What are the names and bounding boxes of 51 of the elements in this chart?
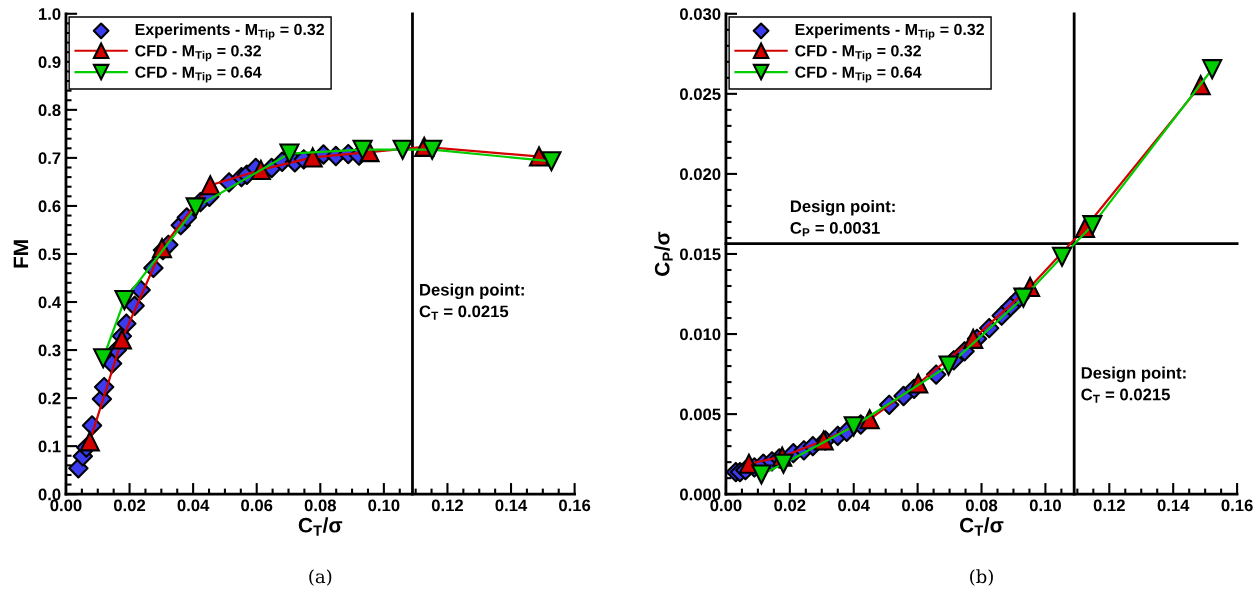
x-tick-label: 0.10 [1029, 499, 1061, 512]
legend-label: CFD - M$_{Tip}$ = 0.64 [135, 66, 262, 83]
legend-label: CFD - M$_{Tip}$ = 0.32 [135, 45, 261, 62]
y-tick-label: 0.8 [38, 104, 61, 117]
text: (b) [970, 569, 993, 586]
y-tick-label: 0.5 [38, 248, 61, 261]
x-tick-label: 0.00 [50, 499, 82, 512]
x-tick-label: 0.08 [304, 499, 336, 512]
text: (a) [309, 569, 332, 586]
y-tick-label: 0.0 [38, 488, 61, 501]
x-tick-label: 0.00 [710, 499, 742, 512]
annotation: Design point: C$_{P}$ = 0.0031 [790, 199, 895, 237]
y-tick-label: 0.015 [680, 248, 721, 261]
x-axis-title: C$_{T}$/σ [959, 517, 1004, 536]
x-tick-label: 0.06 [902, 499, 934, 512]
y-tick-label: 0.4 [38, 296, 62, 309]
annotation: Design point: C$_{T}$ = 0.0215 [419, 283, 524, 320]
x-tick-label: 0.02 [774, 499, 806, 512]
legend-label: CFD - M$_{Tip}$ = 0.64 [795, 66, 922, 83]
y-tick-label: 0.000 [680, 488, 721, 501]
y-tick-label: 0.020 [680, 168, 721, 181]
y-tick-label: 0.030 [680, 8, 721, 20]
x-tick-label: 0.12 [1093, 499, 1125, 512]
legend-label: CFD - M$_{Tip}$ = 0.32 [795, 45, 921, 62]
legend-label: Experiments - M$_{Tip}$ = 0.32 [135, 23, 325, 40]
x-tick-label: 0.08 [965, 499, 998, 512]
annotation: Design point: C$_{T}$ = 0.0215 [1081, 366, 1186, 403]
y-tick-label: 0.3 [38, 344, 61, 357]
x-tick-label: 0.12 [431, 499, 463, 512]
y-axis-title: FM [13, 240, 29, 268]
y-tick-label: 1.0 [38, 8, 61, 20]
x-tick-label: 0.14 [495, 499, 528, 512]
x-axis-title: C$_{T}$/σ [298, 517, 343, 536]
y-tick-label: 0.005 [680, 408, 721, 421]
y-tick-label: 0.025 [680, 88, 721, 101]
x-tick-label: 0.16 [1221, 499, 1253, 512]
x-tick-label: 0.02 [113, 499, 146, 512]
x-tick-label: 0.14 [1157, 499, 1190, 512]
y-tick-label: 0.7 [38, 152, 61, 165]
x-tick-label: 0.04 [177, 499, 210, 512]
x-tick-label: 0.16 [559, 499, 591, 512]
y-tick-label: 0.1 [38, 440, 61, 453]
y-tick-label: 0.6 [38, 200, 61, 213]
legend-label: Experiments - M$_{Tip}$ = 0.32 [795, 23, 984, 40]
x-tick-label: 0.10 [368, 499, 400, 512]
y-tick-label: 0.9 [38, 56, 61, 69]
x-tick-label: 0.06 [241, 499, 273, 512]
y-tick-label: 0.2 [38, 392, 61, 405]
y-axis-title: C$_{P}$/σ [654, 231, 673, 276]
x-tick-label: 0.04 [838, 499, 870, 512]
y-tick-label: 0.010 [680, 328, 721, 341]
